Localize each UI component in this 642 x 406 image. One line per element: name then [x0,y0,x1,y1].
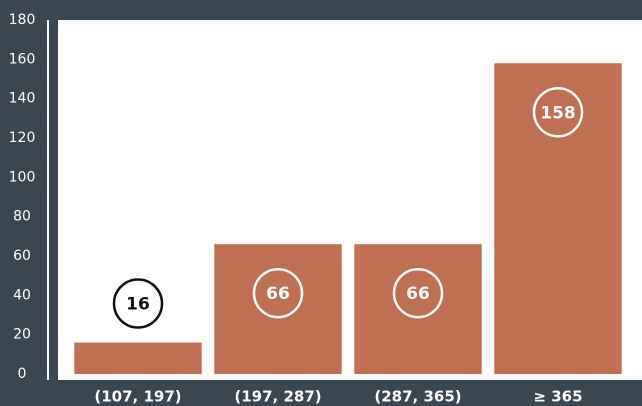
y-tick-label: 60 [13,248,31,264]
value-label-circle [112,278,164,329]
y-tick-label: 20 [13,327,31,343]
x-tick-label: (197, 287) [234,388,321,406]
y-tick-label: 160 [9,51,36,67]
value-label-circle [392,267,444,319]
value-label: 66 [406,284,430,304]
x-tick-label: ≥ 365 [533,388,582,406]
value-label: 16 [126,295,150,315]
value-label-circle [532,87,584,138]
y-tick-label: 120 [9,130,36,146]
bar [214,244,342,374]
y-tick-label: 80 [13,209,31,225]
value-label: 158 [540,103,576,123]
x-tick-label: (287, 365) [374,388,461,406]
y-tick-label: 0 [18,366,27,382]
bar [494,63,622,375]
x-tick-label: (107, 197) [94,388,181,406]
y-tick-label: 140 [9,91,36,107]
y-tick-label: 180 [9,12,36,28]
bar [354,244,482,374]
bar [74,342,202,374]
value-label-circle [252,267,304,319]
y-tick-label: 100 [9,169,36,185]
y-tick-label: 40 [13,287,31,303]
value-label: 66 [266,284,290,304]
